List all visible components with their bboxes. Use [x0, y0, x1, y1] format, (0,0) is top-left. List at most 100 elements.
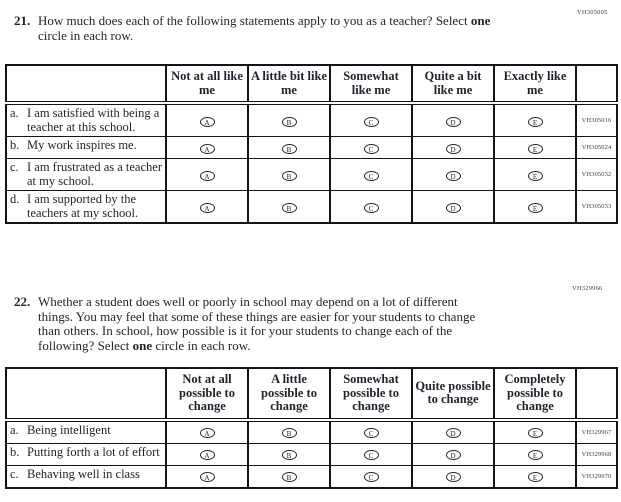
- row-statement-text: My work inspires me.: [27, 138, 137, 152]
- option-column-header: Quite possible to change: [411, 367, 495, 422]
- answer-bubble-a[interactable]: A: [199, 450, 215, 460]
- answer-bubble-e[interactable]: E: [527, 170, 543, 181]
- question-21-accession-code: VH305005: [577, 9, 608, 16]
- header-row: Not at all possible to change A little po…: [5, 367, 618, 422]
- answer-bubble-e[interactable]: E: [527, 143, 543, 154]
- row-statement-text: Being intelligent: [27, 422, 111, 437]
- answer-bubble-e[interactable]: E: [527, 428, 543, 438]
- row-statement-text: I am satisfied with being a teacher at t…: [27, 106, 160, 134]
- question-22-accession-code: VH329966: [572, 285, 603, 292]
- option-cell: D: [411, 442, 495, 466]
- row-accession-code: VH305032: [575, 158, 618, 191]
- option-cell: B: [247, 442, 331, 466]
- answer-bubble-e[interactable]: E: [527, 116, 543, 127]
- answer-bubble-c[interactable]: C: [363, 450, 379, 460]
- table-row: c. Behaving well in class A B C D E VH329970: [5, 464, 618, 488]
- option-column-header: Not at all possible to change: [165, 367, 249, 422]
- question-text-line: Whether a student does well or poorly in…: [38, 294, 458, 309]
- option-cell: C: [329, 419, 413, 444]
- option-cell: D: [411, 158, 495, 191]
- answer-bubble-e[interactable]: E: [527, 202, 543, 213]
- answer-bubble-b[interactable]: B: [281, 116, 297, 127]
- row-accession-code: VH329970: [575, 464, 618, 488]
- answer-bubble-c[interactable]: C: [363, 143, 379, 154]
- option-column-header: A little bit like me: [247, 64, 331, 105]
- row-letter: a.: [10, 422, 19, 437]
- option-cell: A: [165, 419, 249, 444]
- answer-bubble-c[interactable]: C: [363, 116, 379, 127]
- answer-bubble-a[interactable]: A: [199, 143, 215, 154]
- option-cell: D: [411, 464, 495, 488]
- row-accession-code: VH305033: [575, 190, 618, 224]
- answer-bubble-d[interactable]: D: [445, 428, 461, 438]
- option-column-header: Somewhat like me: [329, 64, 413, 105]
- row-statement-text: Behaving well in class: [27, 466, 140, 481]
- row-letter: b.: [10, 138, 20, 152]
- answer-bubble-b[interactable]: B: [281, 202, 297, 213]
- option-cell: C: [329, 136, 413, 159]
- option-cell: A: [165, 442, 249, 466]
- table-row: a. I am satisfied with being a teacher at…: [5, 102, 618, 137]
- option-cell: B: [247, 190, 331, 224]
- row-statement: a. Being intelligent: [5, 419, 167, 444]
- option-cell: D: [411, 102, 495, 137]
- option-cell: B: [247, 464, 331, 488]
- answer-bubble-a[interactable]: A: [199, 116, 215, 127]
- row-statement: b. My work inspires me.: [5, 136, 167, 159]
- answer-bubble-a[interactable]: A: [199, 428, 215, 438]
- answer-bubble-d[interactable]: D: [445, 472, 461, 482]
- table-row: a. Being intelligent A B C D E VH329967: [5, 419, 618, 444]
- answer-bubble-d[interactable]: D: [445, 116, 461, 127]
- option-cell: B: [247, 136, 331, 159]
- question-21-number: 21.: [14, 13, 31, 28]
- table-row: d. I am supported by the teachers at my s…: [5, 190, 618, 224]
- row-accession-code: VH329968: [575, 442, 618, 466]
- row-statement: d. I am supported by the teachers at my s…: [5, 190, 167, 224]
- answer-bubble-a[interactable]: A: [199, 170, 215, 181]
- option-column-header: Not at all like me: [165, 64, 249, 105]
- option-cell: C: [329, 158, 413, 191]
- header-row: Not at all like me A little bit like me So…: [5, 64, 618, 105]
- code-column-header: [575, 367, 618, 422]
- table-row: c. I am frustrated as a teacher at my sch…: [5, 158, 618, 191]
- question-text-line: things. You may feel that some of these …: [38, 308, 476, 324]
- option-cell: D: [411, 136, 495, 159]
- row-statement: a. I am satisfied with being a teacher at…: [5, 102, 167, 137]
- option-cell: C: [329, 190, 413, 224]
- answer-bubble-b[interactable]: B: [281, 472, 297, 482]
- answer-bubble-d[interactable]: D: [445, 450, 461, 460]
- answer-bubble-d[interactable]: D: [445, 143, 461, 154]
- option-cell: B: [247, 419, 331, 444]
- answer-bubble-b[interactable]: B: [281, 428, 297, 438]
- option-cell: C: [329, 102, 413, 137]
- option-cell: E: [493, 442, 577, 466]
- answer-bubble-b[interactable]: B: [281, 450, 297, 460]
- row-statement-text: I am frustrated as a teacher at my schoo…: [27, 160, 162, 188]
- row-accession-code: VH305024: [575, 136, 618, 159]
- question-22-table: Not at all possible to change A little po…: [5, 367, 618, 489]
- option-column-header: Quite a bit like me: [411, 64, 495, 105]
- answer-bubble-e[interactable]: E: [527, 472, 543, 482]
- row-letter: c.: [10, 466, 19, 481]
- option-cell: C: [329, 442, 413, 466]
- row-letter: a.: [10, 106, 19, 120]
- answer-bubble-d[interactable]: D: [445, 170, 461, 181]
- answer-bubble-c[interactable]: C: [363, 202, 379, 213]
- answer-bubble-d[interactable]: D: [445, 202, 461, 213]
- answer-bubble-c[interactable]: C: [363, 170, 379, 181]
- option-cell: A: [165, 136, 249, 159]
- row-statement-text: I am supported by the teachers at my sch…: [27, 192, 139, 220]
- answer-bubble-a[interactable]: A: [199, 202, 215, 213]
- question-text-line: than others. In school, how possible is …: [38, 323, 453, 338]
- answer-bubble-c[interactable]: C: [363, 472, 379, 482]
- answer-bubble-c[interactable]: C: [363, 428, 379, 438]
- answer-bubble-e[interactable]: E: [527, 450, 543, 460]
- answer-bubble-b[interactable]: B: [281, 170, 297, 181]
- answer-bubble-b[interactable]: B: [281, 143, 297, 154]
- question-text-line: circle in each row.: [38, 27, 134, 43]
- option-cell: E: [493, 102, 577, 137]
- option-cell: E: [493, 464, 577, 488]
- option-cell: E: [493, 136, 577, 159]
- row-accession-code: VH305016: [575, 102, 618, 137]
- answer-bubble-a[interactable]: A: [199, 472, 215, 482]
